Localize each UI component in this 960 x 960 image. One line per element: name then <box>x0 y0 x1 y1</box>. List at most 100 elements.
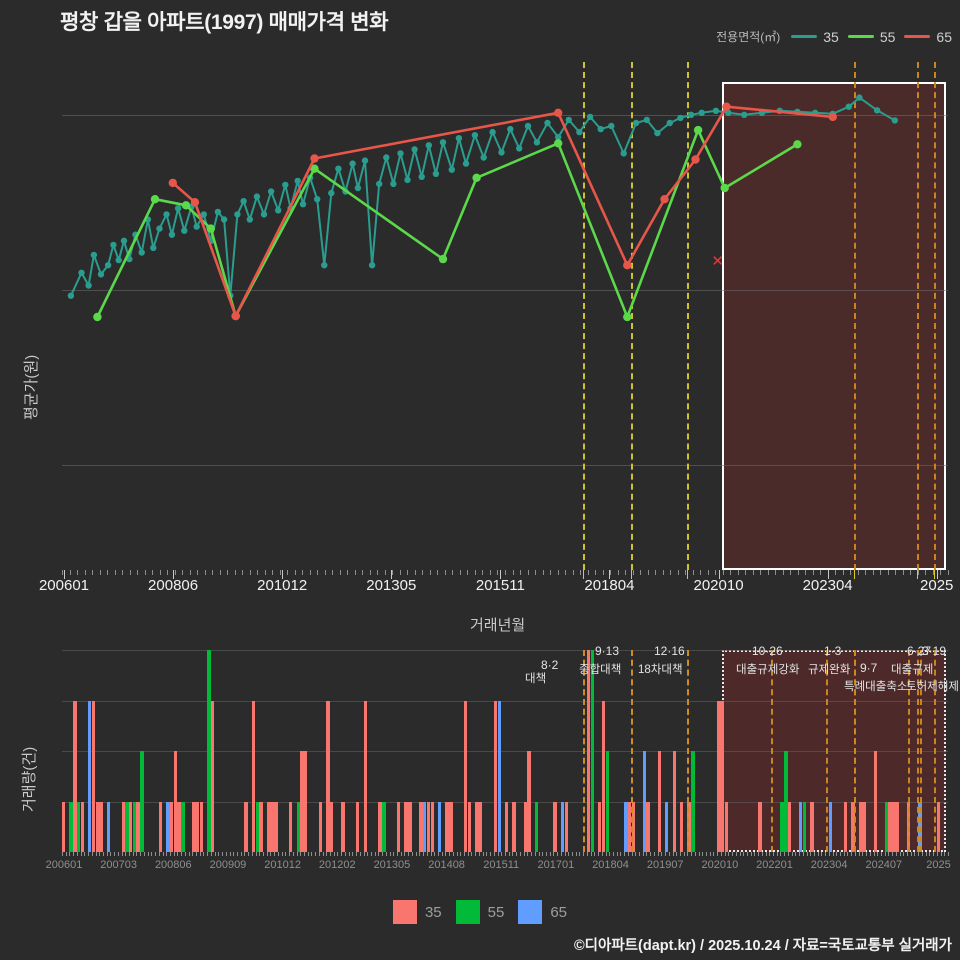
volume-bar <box>296 801 300 852</box>
series-point-55 <box>150 195 160 204</box>
series-point-35 <box>110 241 117 249</box>
bar-minor-tick <box>289 852 291 856</box>
volume-bar <box>125 801 129 852</box>
bar-minor-tick <box>575 852 577 856</box>
bar-minor-tick <box>136 852 138 856</box>
bar-minor-tick <box>222 852 224 856</box>
bar-minor-tick <box>102 852 104 856</box>
main-minor-tick <box>835 570 837 575</box>
bar-minor-tick <box>143 852 145 856</box>
bar-minor-tick <box>706 852 708 856</box>
main-minor-tick <box>542 570 544 575</box>
bar-minor-tick <box>907 852 909 856</box>
series-point-55 <box>206 224 215 233</box>
bar-minor-tick <box>166 852 168 856</box>
series-point-35 <box>260 211 268 218</box>
bar-minor-tick <box>914 852 916 856</box>
bar-minor-tick <box>840 852 842 856</box>
main-gridline <box>62 464 948 466</box>
policy-annotation-text: 규제완화 <box>808 664 851 676</box>
bar-minor-tick <box>933 852 935 856</box>
main-major-tick <box>500 570 502 579</box>
bar-gridline <box>62 700 948 702</box>
bar-minor-tick <box>717 852 719 856</box>
bar-minor-tick <box>743 852 745 856</box>
main-minor-tick <box>865 570 867 575</box>
bar-minor-tick <box>888 852 890 856</box>
bar-minor-tick <box>545 852 547 856</box>
bar-minor-tick <box>828 852 830 856</box>
main-minor-tick <box>625 570 627 575</box>
series-point-65 <box>168 178 177 188</box>
policy-annotation-text: 대출규제강화 <box>736 664 800 676</box>
series-point-35 <box>533 139 541 146</box>
main-x-tick-label: 201012 <box>257 577 308 594</box>
bar-minor-tick <box>746 852 748 856</box>
policy-annotation-date: 6·27 <box>907 644 932 658</box>
main-minor-tick <box>294 570 296 575</box>
main-minor-tick <box>152 570 154 575</box>
series-point-35 <box>150 244 157 252</box>
bar-minor-tick <box>787 852 789 856</box>
main-minor-tick <box>182 570 184 575</box>
series-point-55 <box>554 139 563 148</box>
volume-bar <box>553 801 557 852</box>
policy-annotation-date: 8·2 <box>541 658 559 672</box>
legend-item-65[interactable]: 65 <box>904 29 952 45</box>
main-minor-tick <box>474 570 476 575</box>
legend-main-chart: 전용면적(㎡) 35 55 65 <box>716 28 952 45</box>
bar-legend-item-65[interactable]: 65 <box>518 900 567 924</box>
volume-bar <box>505 801 509 852</box>
bar-minor-tick <box>925 852 927 856</box>
volume-bar <box>95 801 99 852</box>
series-point-35 <box>698 109 705 116</box>
main-x-tick-label: 201804 <box>584 577 635 594</box>
bar-minor-tick <box>557 852 559 856</box>
main-minor-tick <box>407 570 409 575</box>
bar-minor-tick <box>173 852 175 856</box>
main-minor-tick <box>302 570 304 575</box>
bar-legend-swatch-55 <box>455 900 480 924</box>
volume-bar <box>437 801 442 852</box>
volume-bar <box>99 801 103 852</box>
bar-minor-tick <box>452 852 454 856</box>
main-minor-tick <box>422 570 424 575</box>
volume-bar <box>363 700 367 852</box>
volume-bar <box>259 801 263 852</box>
bar-minor-tick <box>300 852 302 856</box>
legend-item-55[interactable]: 55 <box>847 29 895 45</box>
bar-minor-tick <box>415 852 417 856</box>
bar-legend-item-35[interactable]: 35 <box>392 900 442 924</box>
bar-policy-vline <box>854 650 857 852</box>
bar-minor-tick <box>240 852 242 856</box>
bar-minor-tick <box>393 852 395 856</box>
legend-item-35[interactable]: 35 <box>791 29 839 45</box>
series-point-35 <box>349 160 356 167</box>
bar-legend-item-55[interactable]: 55 <box>455 900 504 924</box>
main-minor-tick <box>242 570 244 575</box>
main-minor-tick <box>122 570 124 575</box>
bar-y-axis-title: 거래량(건) <box>21 746 38 812</box>
bar-minor-tick <box>661 852 663 856</box>
volume-bar <box>426 801 431 852</box>
volume-bar <box>199 801 204 852</box>
bar-x-tick-label: 201202 <box>318 859 356 871</box>
bar-minor-tick <box>739 852 741 856</box>
bar-minor-tick <box>110 852 112 856</box>
bar-minor-tick <box>657 852 659 856</box>
bar-minor-tick <box>456 852 458 856</box>
main-minor-tick <box>565 570 567 575</box>
policy-vline <box>582 62 585 570</box>
volume-bar <box>810 801 814 852</box>
main-minor-tick <box>677 570 679 575</box>
main-minor-tick <box>324 570 326 575</box>
main-major-tick <box>173 570 175 579</box>
main-minor-tick <box>902 570 904 575</box>
bar-minor-tick <box>773 852 775 856</box>
main-minor-tick <box>857 570 859 575</box>
bar-minor-tick <box>229 852 231 856</box>
volume-bar <box>605 751 609 852</box>
main-minor-tick <box>174 570 176 575</box>
main-minor-tick <box>369 570 371 575</box>
policy-annotation-text: 18차대책 <box>638 664 683 676</box>
